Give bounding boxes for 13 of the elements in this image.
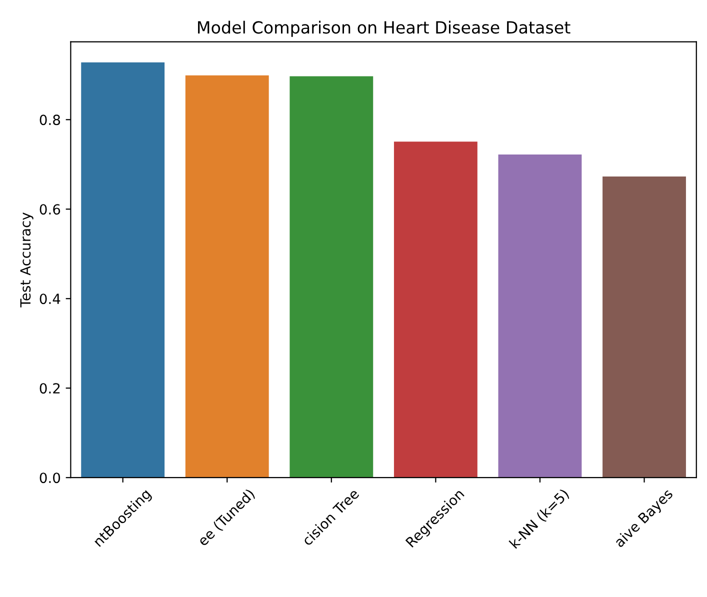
bar (602, 176, 686, 478)
y-tick-label: 0.6 (40, 204, 60, 215)
y-tick-label: 0.4 (40, 294, 60, 304)
chart-title: Model Comparison on Heart Disease Dataset (198, 20, 570, 37)
y-tick-label: 0.0 (40, 472, 60, 484)
bar (290, 76, 374, 478)
y-tick-label: 0.2 (40, 383, 60, 394)
bar (185, 75, 269, 478)
y-axis-title: Test Accuracy (20, 212, 34, 308)
bar (498, 154, 582, 478)
bar (394, 142, 478, 478)
bar (81, 62, 165, 478)
y-tick-label: 0.8 (40, 114, 60, 126)
